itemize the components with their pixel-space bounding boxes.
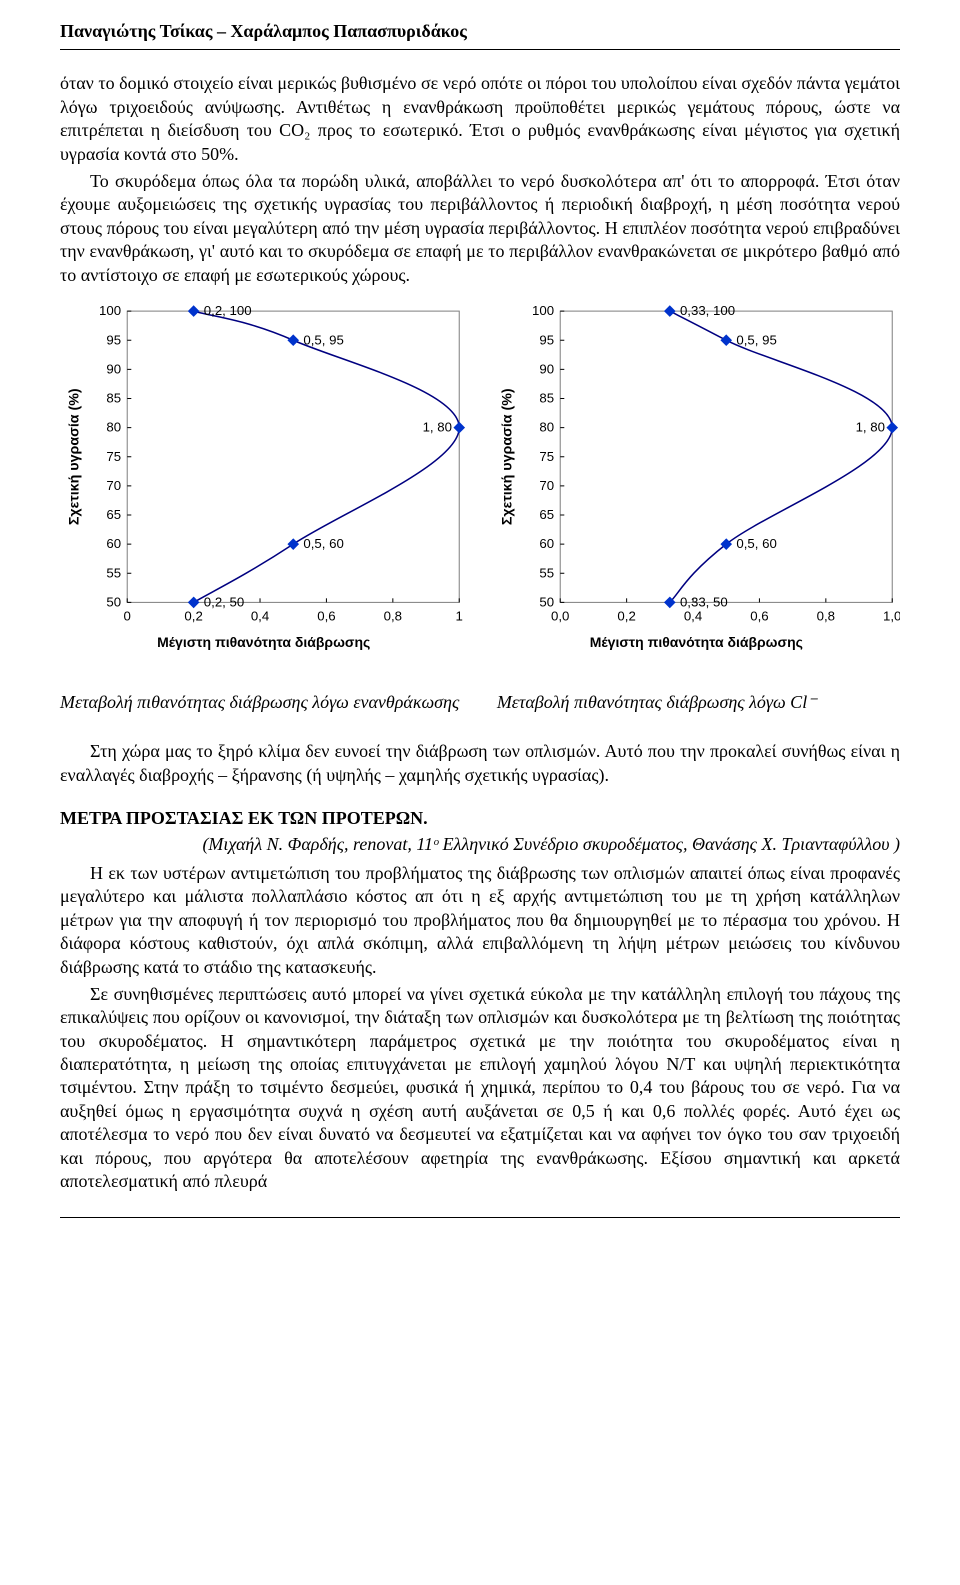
svg-text:75: 75 (539, 449, 554, 464)
svg-text:0,6: 0,6 (750, 609, 768, 624)
paragraph-5: Σε συνηθισμένες περιπτώσεις αυτό μπορεί … (60, 983, 900, 1194)
svg-text:80: 80 (106, 420, 121, 435)
svg-text:0,0: 0,0 (551, 609, 569, 624)
svg-text:90: 90 (106, 361, 121, 376)
svg-text:0,5, 60: 0,5, 60 (303, 536, 343, 551)
svg-text:95: 95 (539, 332, 554, 347)
paragraph-3: Στη χώρα μας το ξηρό κλίμα δεν ευνοεί τη… (60, 740, 900, 787)
svg-text:85: 85 (106, 390, 121, 405)
svg-text:Σχετική υγρασία (%): Σχετική υγρασία (%) (66, 388, 82, 525)
svg-text:90: 90 (539, 361, 554, 376)
svg-text:1, 80: 1, 80 (423, 420, 452, 435)
svg-text:80: 80 (539, 420, 554, 435)
chart-2: 50 55 60 65 70 75 80 85 90 95 100 0,0 0,2 0,4 0,6 0,8 1,… (493, 305, 900, 631)
svg-text:100: 100 (532, 305, 554, 318)
svg-text:65: 65 (106, 507, 121, 522)
caption-2: Μεταβολή πιθανότητας διάβρωσης λόγω Cl⁻ (497, 691, 900, 714)
svg-text:0,5, 95: 0,5, 95 (736, 332, 776, 347)
svg-text:50: 50 (106, 594, 121, 609)
svg-text:1,0: 1,0 (883, 609, 900, 624)
svg-text:0,2, 50: 0,2, 50 (204, 594, 244, 609)
svg-text:0,5, 95: 0,5, 95 (303, 332, 343, 347)
svg-text:0,2: 0,2 (617, 609, 635, 624)
svg-text:50: 50 (539, 594, 554, 609)
svg-text:65: 65 (539, 507, 554, 522)
page-header: Παναγιώτης Τσίκας – Χαράλαμπος Παπασπυρι… (60, 20, 900, 50)
svg-text:95: 95 (106, 332, 121, 347)
svg-text:0,4: 0,4 (683, 609, 701, 624)
svg-text:85: 85 (539, 390, 554, 405)
charts-row: 50 55 60 65 70 75 80 85 90 95 100 0 0,2 0,4 0,6 0,8 1 0,2… (60, 305, 900, 651)
svg-text:55: 55 (539, 565, 554, 580)
svg-text:70: 70 (539, 478, 554, 493)
svg-text:0,33, 50: 0,33, 50 (680, 594, 728, 609)
svg-text:0,2: 0,2 (184, 609, 202, 624)
svg-text:1: 1 (456, 609, 463, 624)
captions-row: Μεταβολή πιθανότητας διάβρωσης λόγω εναν… (60, 691, 900, 714)
chart-1: 50 55 60 65 70 75 80 85 90 95 100 0 0,2 0,4 0,6 0,8 1 0,2… (60, 305, 467, 631)
svg-text:75: 75 (106, 449, 121, 464)
svg-text:70: 70 (106, 478, 121, 493)
chart-1-container: 50 55 60 65 70 75 80 85 90 95 100 0 0,2 0,4 0,6 0,8 1 0,2… (60, 305, 467, 651)
paragraph-4: Η εκ των υστέρων αντιμετώπιση του προβλή… (60, 862, 900, 979)
svg-text:0: 0 (124, 609, 131, 624)
paragraph-1: όταν το δομικό στοιχείο είναι μερικώς βυ… (60, 72, 900, 166)
svg-text:0,2, 100: 0,2, 100 (204, 305, 252, 318)
paragraph-2: Το σκυρόδεμα όπως όλα τα πορώδη υλικά, α… (60, 170, 900, 287)
svg-text:0,4: 0,4 (251, 609, 269, 624)
chart-2-container: 50 55 60 65 70 75 80 85 90 95 100 0,0 0,2 0,4 0,6 0,8 1,… (493, 305, 900, 651)
svg-text:0,8: 0,8 (384, 609, 402, 624)
caption-1: Μεταβολή πιθανότητας διάβρωσης λόγω εναν… (60, 691, 463, 714)
svg-text:0,6: 0,6 (317, 609, 335, 624)
section-title: ΜΕΤΡΑ ΠΡΟΣΤΑΣΙΑΣ ΕΚ ΤΩΝ ΠΡΟΤΕΡΩΝ. (60, 807, 900, 830)
svg-text:60: 60 (106, 536, 121, 551)
svg-text:55: 55 (106, 565, 121, 580)
svg-text:100: 100 (99, 305, 121, 318)
svg-text:1, 80: 1, 80 (855, 420, 884, 435)
svg-text:0,33, 100: 0,33, 100 (680, 305, 735, 318)
svg-text:60: 60 (539, 536, 554, 551)
section-sub: (Μιχαήλ Ν. Φαρδής, renovat, 11ᵒ Ελληνικό… (60, 833, 900, 856)
chart-1-xlabel: Μέγιστη πιθανότητα διάβρωσης (60, 633, 467, 651)
svg-text:Σχετική υγρασία (%): Σχετική υγρασία (%) (499, 388, 515, 525)
chart-2-xlabel: Μέγιστη πιθανότητα διάβρωσης (493, 633, 900, 651)
svg-text:0,8: 0,8 (816, 609, 834, 624)
footer-line (60, 1217, 900, 1218)
svg-text:0,5, 60: 0,5, 60 (736, 536, 776, 551)
